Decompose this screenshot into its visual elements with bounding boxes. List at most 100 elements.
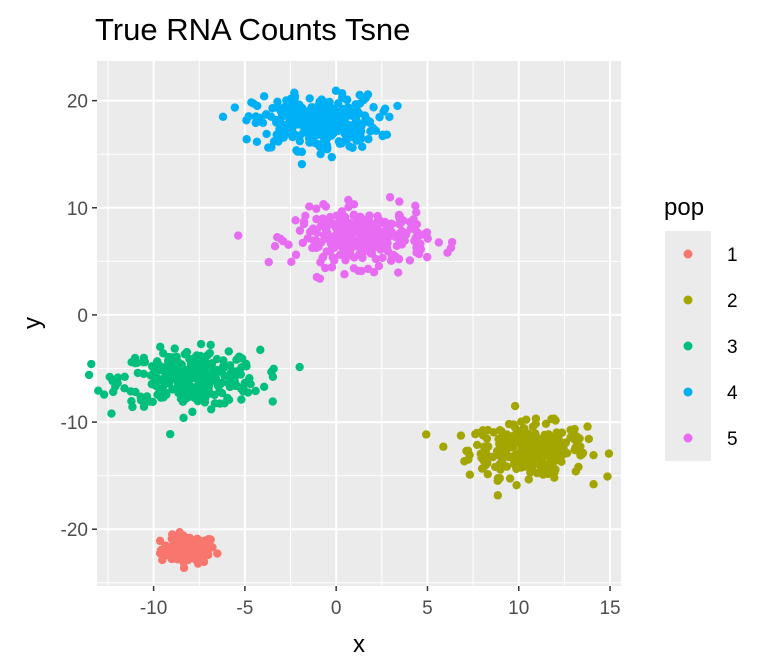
point-pop-3 [107, 409, 116, 418]
point-pop-1 [213, 549, 222, 558]
point-pop-3 [136, 396, 146, 405]
point-pop-4 [273, 97, 282, 106]
x-axis-title: x [353, 631, 365, 658]
chart-title: True RNA Counts Tsne [95, 12, 410, 47]
point-pop-5 [291, 250, 301, 259]
point-pop-3 [268, 397, 277, 406]
point-pop-4 [299, 116, 309, 125]
y-tick-label: -20 [61, 520, 88, 541]
point-pop-5 [361, 238, 370, 247]
point-pop-2 [603, 472, 612, 481]
x-tick-label: 10 [508, 598, 529, 619]
point-pop-5 [318, 252, 328, 262]
y-axis-ticks: -20 -10 0 10 20 [61, 92, 97, 541]
point-pop-5 [379, 236, 388, 246]
point-pop-2 [527, 435, 536, 444]
y-tick-label: 20 [67, 92, 88, 113]
point-pop-3 [179, 413, 188, 423]
point-pop-4 [230, 103, 240, 112]
point-pop-3 [166, 429, 175, 439]
point-pop-5 [330, 256, 339, 265]
point-pop-2 [547, 449, 557, 458]
point-pop-2 [528, 465, 537, 474]
point-pop-2 [505, 474, 515, 483]
point-pop-4 [380, 104, 390, 113]
point-pop-4 [342, 95, 352, 104]
point-pop-3 [182, 347, 192, 357]
point-pop-2 [583, 422, 592, 431]
point-pop-3 [167, 374, 176, 383]
point-pop-3 [227, 373, 236, 383]
point-pop-4 [345, 142, 354, 151]
point-pop-3 [240, 378, 250, 388]
point-pop-5 [325, 246, 335, 256]
point-pop-4 [291, 120, 301, 129]
x-tick-label: 0 [331, 598, 342, 619]
point-pop-2 [472, 428, 482, 438]
point-pop-2 [513, 451, 522, 460]
point-pop-2 [488, 452, 498, 462]
point-pop-4 [218, 112, 228, 121]
point-pop-3 [105, 372, 114, 382]
point-pop-4 [252, 137, 262, 146]
point-pop-3 [205, 348, 215, 358]
point-pop-3 [196, 339, 206, 349]
point-pop-1 [167, 530, 177, 539]
point-pop-3 [232, 355, 241, 364]
point-pop-2 [477, 453, 486, 463]
point-pop-5 [372, 219, 381, 228]
point-pop-2 [510, 460, 520, 470]
point-pop-2 [472, 440, 482, 450]
point-pop-5 [423, 252, 432, 262]
point-pop-2 [495, 426, 505, 435]
point-pop-3 [259, 382, 269, 392]
point-pop-5 [411, 201, 420, 211]
legend-label-3: 3 [727, 337, 738, 358]
x-tick-label: -10 [140, 598, 167, 619]
point-pop-5 [358, 253, 367, 263]
point-pop-4 [378, 131, 387, 141]
point-pop-3 [223, 393, 232, 403]
point-pop-2 [525, 455, 535, 465]
point-pop-3 [186, 374, 195, 384]
point-pop-4 [385, 112, 394, 122]
point-pop-2 [504, 452, 513, 462]
point-pop-5 [337, 207, 347, 216]
point-pop-5 [394, 210, 404, 220]
point-pop-3 [153, 363, 163, 373]
x-axis-ticks: -10 -5 0 5 10 15 [140, 586, 621, 619]
point-pop-2 [570, 424, 579, 434]
y-axis-title: y [19, 317, 46, 329]
legend-key-1 [683, 249, 693, 259]
point-pop-4 [279, 103, 288, 112]
point-pop-2 [524, 443, 534, 453]
point-pop-4 [311, 110, 320, 119]
point-pop-3 [210, 399, 220, 408]
point-pop-4 [305, 94, 314, 103]
point-pop-3 [156, 342, 165, 352]
point-pop-5 [233, 231, 243, 240]
point-pop-2 [497, 445, 507, 455]
point-pop-5 [315, 274, 325, 283]
point-pop-4 [276, 119, 285, 128]
point-pop-5 [412, 208, 421, 217]
point-pop-4 [363, 90, 373, 99]
point-pop-4 [351, 100, 360, 109]
point-pop-4 [340, 105, 350, 115]
y-tick-label: 10 [67, 199, 88, 220]
point-pop-4 [290, 93, 299, 103]
point-pop-3 [157, 385, 166, 394]
point-pop-5 [434, 238, 444, 247]
point-pop-3 [241, 359, 251, 369]
point-pop-2 [589, 480, 598, 489]
point-pop-3 [150, 379, 159, 389]
point-pop-2 [465, 470, 475, 479]
legend-label-5: 5 [727, 429, 738, 450]
point-pop-2 [541, 419, 551, 429]
point-pop-2 [571, 467, 581, 476]
point-pop-2 [483, 470, 492, 479]
point-pop-5 [331, 222, 340, 231]
point-pop-2 [496, 459, 505, 468]
point-pop-5 [415, 231, 424, 240]
